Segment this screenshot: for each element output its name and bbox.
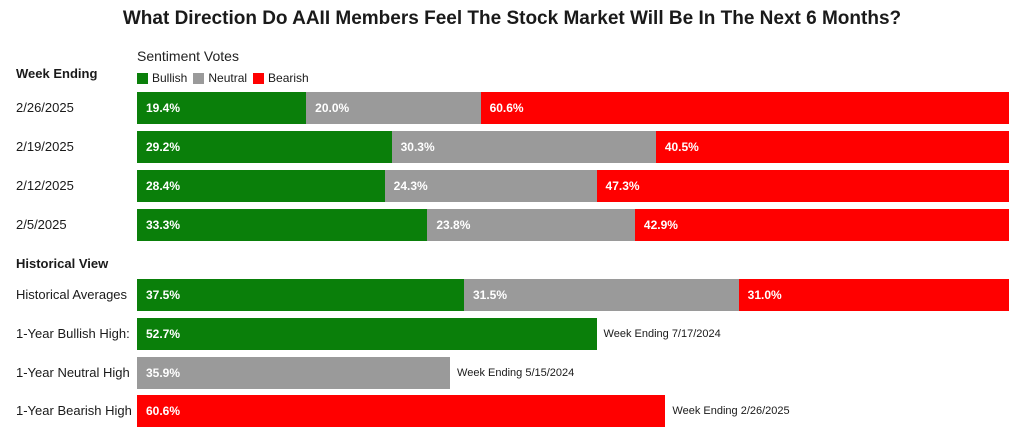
week-row-3-label: 2/5/2025 xyxy=(16,217,67,232)
high-row-neutral-label: 1-Year Neutral High xyxy=(16,365,130,380)
historical-averages-row-value-neutral: 31.5% xyxy=(473,288,508,302)
week-row-2-bar: 28.4% 24.3% 47.3% xyxy=(137,170,1009,202)
week-section-heading: Week Ending xyxy=(16,66,98,81)
week-row-2-seg-bearish xyxy=(596,170,1009,202)
week-row-3-seg-neutral xyxy=(427,209,635,241)
legend: Bullish Neutral Bearish xyxy=(137,71,315,85)
legend-label-bearish: Bearish xyxy=(268,71,309,85)
high-row-bullish-value: 52.7% xyxy=(146,327,181,341)
historical-section-heading: Historical View xyxy=(16,256,109,271)
week-row-1-value-neutral: 30.3% xyxy=(400,140,435,154)
chart-title: What Direction Do AAII Members Feel The … xyxy=(122,8,902,29)
historical-averages-row-seg-bearish xyxy=(738,279,1009,311)
week-row-0-label: 2/26/2025 xyxy=(16,100,74,115)
week-row-1-value-bullish: 29.2% xyxy=(146,140,181,154)
historical-averages-row-value-bullish: 37.5% xyxy=(146,288,181,302)
legend-item-bullish: Bullish xyxy=(137,71,187,85)
legend-label-neutral: Neutral xyxy=(208,71,248,85)
week-row-3-bar: 33.3% 23.8% 42.9% xyxy=(137,209,1009,241)
high-row-bearish-bar: 60.6% Week Ending 2/26/2025 xyxy=(137,395,1009,427)
week-row-0-bar: 19.4% 20.0% 60.6% xyxy=(137,92,1009,124)
high-row-bullish-bar: 52.7% Week Ending 7/17/2024 xyxy=(137,318,1009,350)
week-row-1-bar: 29.2% 30.3% 40.5% xyxy=(137,131,1009,163)
high-row-neutral-value: 35.9% xyxy=(146,366,181,380)
week-row-0-seg-neutral xyxy=(306,92,481,124)
legend-swatch-bearish xyxy=(253,72,265,84)
historical-averages-row-bar: 37.5% 31.5% 31.0% xyxy=(137,279,1009,311)
week-row-1-value-bearish: 40.5% xyxy=(664,140,699,154)
week-row-2-value-neutral: 24.3% xyxy=(393,179,428,193)
week-row-0-value-neutral: 20.0% xyxy=(315,101,350,115)
high-row-neutral-note: Week Ending 5/15/2024 xyxy=(457,367,575,379)
high-row-bullish-label: 1-Year Bullish High: xyxy=(16,326,130,341)
high-row-neutral-bar: 35.9% Week Ending 5/15/2024 xyxy=(137,357,1009,389)
week-row-1-seg-bullish xyxy=(137,131,392,163)
week-row-3-value-neutral: 23.8% xyxy=(436,218,471,232)
week-row-2-value-bullish: 28.4% xyxy=(146,179,181,193)
week-row-2-value-bearish: 47.3% xyxy=(605,179,640,193)
week-row-0-seg-bullish xyxy=(137,92,307,124)
week-row-2-seg-bullish xyxy=(137,170,385,202)
chart-subtitle: Sentiment Votes xyxy=(137,48,239,64)
high-row-bullish-seg xyxy=(137,318,597,350)
high-row-bearish-value: 60.6% xyxy=(146,404,181,418)
historical-averages-row-seg-bullish xyxy=(137,279,464,311)
historical-averages-row-label: Historical Averages xyxy=(16,287,128,302)
high-row-bearish-seg xyxy=(137,395,666,427)
week-row-1-seg-neutral xyxy=(391,131,656,163)
historical-averages-row-seg-neutral xyxy=(464,279,739,311)
historical-averages-row-value-bearish: 31.0% xyxy=(747,288,782,302)
legend-swatch-bullish xyxy=(137,72,148,84)
week-row-0-value-bullish: 19.4% xyxy=(146,101,181,115)
high-row-bearish-note: Week Ending 2/26/2025 xyxy=(672,405,790,417)
legend-label-bullish: Bullish xyxy=(152,71,188,85)
legend-item-bearish: Bearish xyxy=(253,71,309,85)
legend-item-neutral: Neutral xyxy=(193,71,247,85)
week-row-3-seg-bullish xyxy=(137,209,428,241)
week-row-0-value-bearish: 60.6% xyxy=(489,101,524,115)
week-row-3-value-bullish: 33.3% xyxy=(146,218,181,232)
week-row-1-seg-bearish xyxy=(655,131,1009,163)
week-row-0-seg-bearish xyxy=(480,92,1009,124)
week-row-2-seg-neutral xyxy=(384,170,597,202)
high-row-neutral-seg xyxy=(137,357,451,389)
high-row-bearish-label: 1-Year Bearish High xyxy=(16,403,132,418)
week-row-1-label: 2/19/2025 xyxy=(16,139,74,154)
week-row-3-value-bearish: 42.9% xyxy=(643,218,678,232)
legend-swatch-neutral xyxy=(193,72,205,84)
high-row-bullish-note: Week Ending 7/17/2024 xyxy=(603,328,721,340)
week-row-2-label: 2/12/2025 xyxy=(16,178,74,193)
week-row-3-seg-bearish xyxy=(634,209,1009,241)
